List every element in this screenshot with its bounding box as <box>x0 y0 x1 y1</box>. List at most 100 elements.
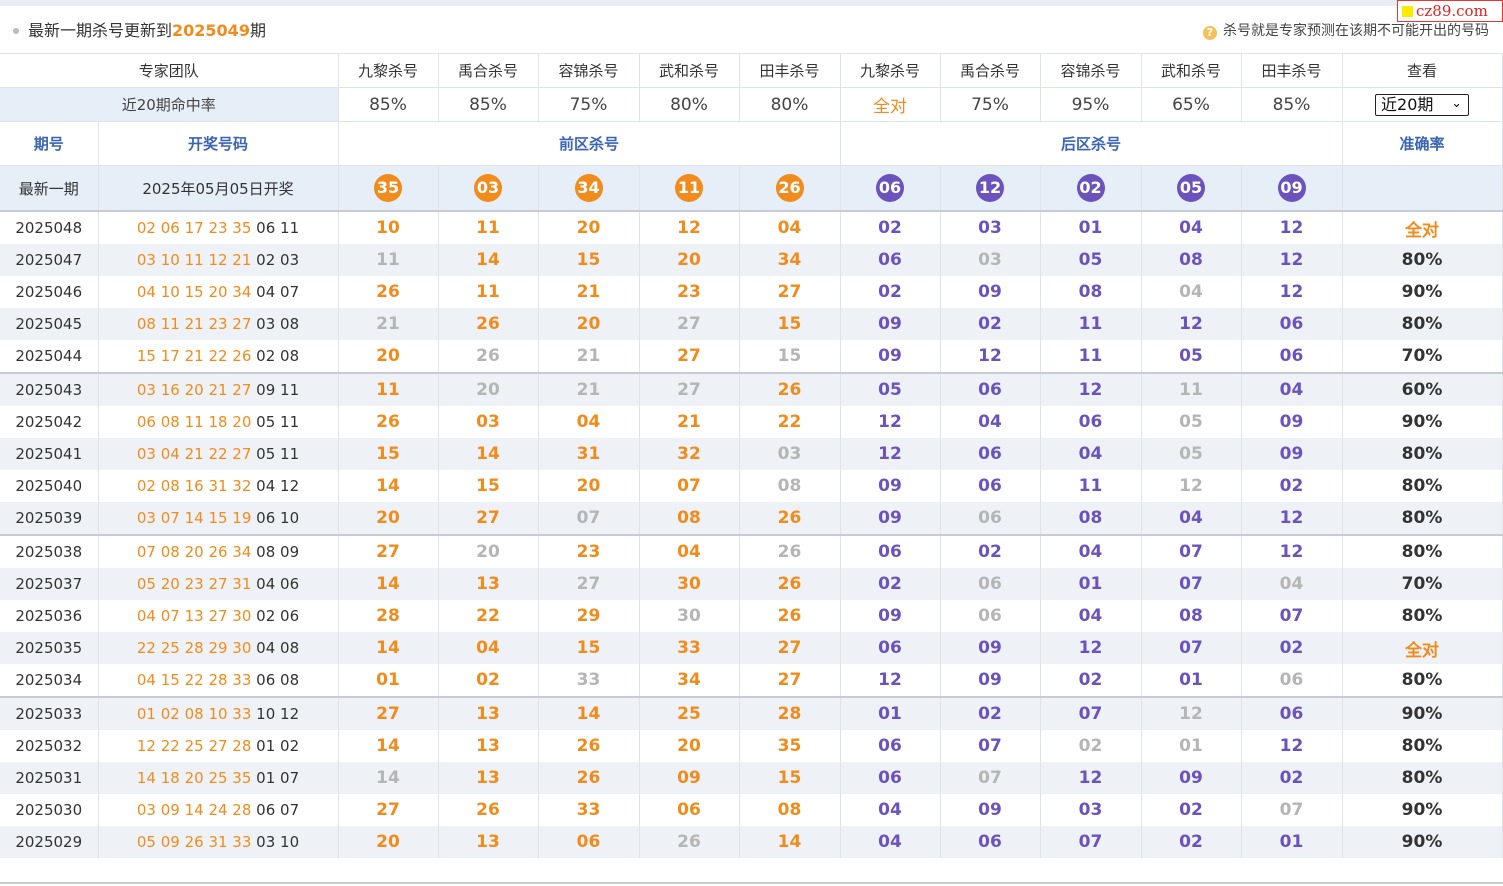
draw-numbers: 03 10 11 12 21 02 03 <box>98 244 339 276</box>
table-row: 2025039 03 07 14 15 19 06 10 20 27 07 08 26 09 0… <box>0 502 1503 535</box>
draw-numbers: 07 08 20 26 34 08 09 <box>98 534 339 568</box>
draw-numbers: 06 08 11 18 20 05 11 <box>98 406 339 438</box>
issue-number: 2025048 <box>0 210 99 244</box>
draw-back-numbers: 02 03 <box>256 251 300 269</box>
back-kill-number: 09 <box>840 502 941 535</box>
front-kill-number: 26 <box>739 600 841 632</box>
draw-numbers: 04 15 22 28 33 06 08 <box>98 664 339 697</box>
front-kill-number: 11 <box>438 276 539 308</box>
front-kill-number: 21 <box>538 340 640 373</box>
front-kill-number: 27 <box>739 664 841 697</box>
back-kill-number: 02 <box>1141 826 1242 858</box>
back-kill-number: 12 <box>1141 696 1242 730</box>
back-kill-number: 06 <box>940 600 1041 632</box>
accuracy-value: 80% <box>1342 664 1503 697</box>
back-kill-number: 06 <box>840 730 941 762</box>
front-kill-number: 14 <box>739 826 841 858</box>
front-kill-number: 01 <box>338 664 439 697</box>
front-kill-number: 13 <box>438 730 539 762</box>
front-kill-number: 15 <box>538 244 640 276</box>
front-kill-number: 25 <box>639 696 740 730</box>
back-kill-number: 07 <box>1241 794 1343 826</box>
front-kill-number: 27 <box>639 340 740 373</box>
back-kill-number: 12 <box>1040 372 1142 406</box>
front-kill-ball: 34 <box>574 174 603 202</box>
draw-front-numbers: 02 08 16 31 32 <box>136 477 252 495</box>
accuracy-value: 80% <box>1342 470 1503 502</box>
front-kill-number: 29 <box>538 600 640 632</box>
chevron-down-icon: ⌄ <box>1451 95 1463 111</box>
table-bottom-border <box>0 882 1503 884</box>
issue-number: 2025045 <box>0 308 99 340</box>
back-kill-number: 09 <box>940 664 1041 697</box>
hit-rate: 85% <box>338 87 439 122</box>
draw-numbers: 04 07 13 27 30 02 06 <box>98 600 339 632</box>
front-kill-number: 02 <box>438 664 539 697</box>
hit-rate: 75% <box>538 87 640 122</box>
back-kill-number: 05 <box>1040 244 1142 276</box>
front-kill-number: 14 <box>438 438 539 470</box>
expert-name: 武和杀号 <box>1141 53 1242 88</box>
front-kill-number: 14 <box>538 696 640 730</box>
issue-number: 2025037 <box>0 568 99 600</box>
back-kill-number: 05 <box>1141 438 1242 470</box>
back-kill-number: 06 <box>840 632 941 664</box>
back-kill-number: 06 <box>840 534 941 568</box>
front-kill-number: 11 <box>438 210 539 244</box>
draw-back-numbers: 04 06 <box>256 575 300 593</box>
draw-numbers: 04 10 15 20 34 04 07 <box>98 276 339 308</box>
back-kill-number: 04 <box>1141 276 1242 308</box>
hint-text: 杀号就是专家预测在该期不可能开出的号码 <box>1223 23 1489 39</box>
front-kill-number: 04 <box>739 210 841 244</box>
draw-front-numbers: 03 16 20 21 27 <box>136 381 252 399</box>
back-kill-number: 01 <box>1040 210 1142 244</box>
back-kill-number: 07 <box>1141 534 1242 568</box>
front-kill-number: 20 <box>338 826 439 858</box>
back-kill-number: 09 <box>840 340 941 373</box>
question-icon: ? <box>1203 26 1217 40</box>
draw-front-numbers: 03 09 14 24 28 <box>136 801 252 819</box>
front-kill-number: 33 <box>538 664 640 697</box>
back-kill-number: 02 <box>840 568 941 600</box>
draw-back-numbers: 05 11 <box>256 445 300 463</box>
front-kill-number: 32 <box>639 438 740 470</box>
expert-name: 田丰杀号 <box>1241 53 1343 88</box>
back-kill-number: 05 <box>840 372 941 406</box>
table-row: 2025038 07 08 20 26 34 08 09 27 20 23 04 26 06 0… <box>0 534 1503 568</box>
front-kill-number: 04 <box>639 534 740 568</box>
back-kill-number: 04 <box>840 826 941 858</box>
team-label: 专家团队 <box>0 53 339 88</box>
hit-rate: 80% <box>639 87 740 122</box>
accuracy-value: 80% <box>1342 730 1503 762</box>
front-kill-number: 26 <box>438 308 539 340</box>
range-select[interactable]: 近20期 ⌄ <box>1375 93 1470 116</box>
front-kill-number: 31 <box>538 438 640 470</box>
back-kill-number: 09 <box>840 308 941 340</box>
expert-name: 田丰杀号 <box>739 53 841 88</box>
back-kill-number: 12 <box>1040 762 1142 794</box>
front-kill-number: 20 <box>338 340 439 373</box>
front-kill-number: 13 <box>438 568 539 600</box>
front-kill-number: 06 <box>538 826 640 858</box>
back-kill-number: 03 <box>940 244 1041 276</box>
hit-rate: 75% <box>940 87 1041 122</box>
table-row: 2025048 02 06 17 23 35 06 11 10 11 20 12 04 02 0… <box>0 210 1503 244</box>
front-kill-number: 33 <box>639 632 740 664</box>
front-kill-number: 21 <box>538 276 640 308</box>
back-kill-ball: 09 <box>1277 174 1306 202</box>
table-row: 2025044 15 17 21 22 26 02 08 20 26 21 27 15 09 1… <box>0 340 1503 373</box>
back-kill-number: 12 <box>940 340 1041 373</box>
front-kill-number: 12 <box>639 210 740 244</box>
draw-numbers: 05 09 26 31 33 03 10 <box>98 826 339 858</box>
back-kill-number: 02 <box>1241 762 1343 794</box>
front-kill-number: 03 <box>739 438 841 470</box>
draw-front-numbers: 22 25 28 29 30 <box>136 639 252 657</box>
front-kill-number: 04 <box>538 406 640 438</box>
back-kill-number: 04 <box>1040 600 1142 632</box>
front-kill-number: 10 <box>338 210 439 244</box>
page-title: 最新一期杀号更新到2025049期 <box>28 21 266 40</box>
front-kill-number: 15 <box>739 340 841 373</box>
back-kill-number: 11 <box>1040 340 1142 373</box>
table-row: 2025034 04 15 22 28 33 06 08 01 02 33 34 27 12 0… <box>0 664 1503 697</box>
front-kill-number: 14 <box>338 730 439 762</box>
